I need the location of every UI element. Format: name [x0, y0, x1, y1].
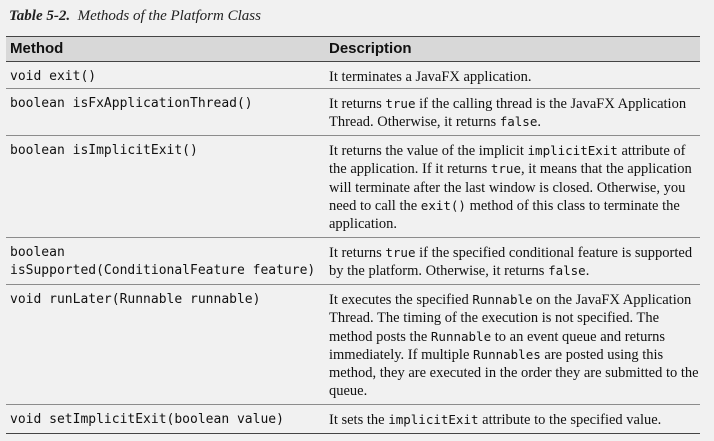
description-text: . [585, 263, 590, 280]
table-header: Method Description [6, 36, 700, 62]
description-text: attribute to the specified value. [478, 412, 662, 428]
header-description: Description [329, 40, 412, 57]
description-text: if the specified conditional feature is … [329, 245, 693, 280]
method-signature: void exit() [10, 68, 315, 86]
method-signature-line: void exit() [10, 69, 97, 84]
description-text: It terminates a JavaFX application. [329, 69, 532, 85]
table-row: boolean isSupported(ConditionalFeature fe… [6, 238, 700, 285]
table-row: boolean isFxApplicationThread() It retur… [6, 89, 700, 136]
description-text: . [537, 114, 541, 131]
table-row: boolean isImplicitExit() It returns the … [6, 136, 700, 238]
description-text: on the JavaFX Application Thread. The ti… [329, 292, 692, 345]
method-signature: boolean isSupported(ConditionalFeature fe… [10, 244, 315, 280]
method-description: It sets the implicitExit attribute to th… [329, 411, 699, 429]
description-text: It returns [329, 96, 386, 112]
inline-code: Runnables [473, 346, 541, 362]
method-signature-line: boolean [10, 245, 65, 260]
method-signature-line: boolean isImplicitExit() [10, 143, 198, 158]
method-signature-line: void runLater(Runnable runnable) [10, 292, 261, 307]
inline-code: true [385, 245, 416, 260]
method-description: It returns the value of the implicit imp… [329, 142, 699, 233]
method-description: It returns true if the calling thread is… [329, 95, 699, 132]
inline-code: implicitExit [527, 143, 618, 158]
method-signature-line: isSupported(ConditionalFeature feature) [10, 263, 316, 278]
inline-code: true [385, 96, 416, 111]
table-row: void setImplicitExit(boolean value) It s… [6, 405, 700, 434]
description-text: are posted using this method, they are e… [329, 346, 699, 400]
inline-code: implicitExit [388, 412, 479, 427]
table-caption-title: Methods of the Platform Class [77, 8, 261, 24]
inline-code: false [548, 263, 586, 279]
description-text: It executes the specified [329, 292, 473, 308]
methods-table: Method Description void exit() It termin… [6, 36, 700, 434]
description-text: It returns the value of the implicit [329, 143, 528, 159]
inline-code: false [499, 114, 538, 130]
description-text: attribute of the application. If it retu… [329, 143, 686, 178]
description-text: It sets the [329, 412, 389, 428]
method-signature: void setImplicitExit(boolean value) [10, 411, 315, 429]
description-text: method of this class to terminate the ap… [329, 197, 680, 233]
description-text: It returns [329, 245, 386, 261]
method-signature: boolean isImplicitExit() [10, 142, 315, 160]
method-signature: void runLater(Runnable runnable) [10, 291, 315, 309]
description-text: if the calling thread is the JavaFX Appl… [329, 96, 687, 131]
method-description: It returns true if the specified conditi… [329, 244, 699, 281]
table-caption: Table 5-2. Methods of the Platform Class [9, 8, 261, 25]
inline-code: true [490, 161, 521, 177]
inline-code: Runnable [430, 328, 492, 344]
method-description: It terminates a JavaFX application. [329, 68, 699, 86]
header-method: Method [10, 40, 64, 57]
inline-code: Runnable [472, 292, 533, 307]
description-text: to an event queue and returns immediatel… [329, 328, 666, 363]
method-description: It executes the specified Runnable on th… [329, 291, 699, 401]
inline-code: exit() [420, 197, 466, 213]
method-signature-line: void setImplicitExit(boolean value) [10, 412, 284, 427]
table-row: void exit() It terminates a JavaFX appli… [6, 62, 700, 89]
method-signature-line: boolean isFxApplicationThread() [10, 96, 253, 111]
table-caption-label: Table 5-2. [9, 8, 71, 24]
description-text: , it means that the application will ter… [329, 161, 692, 214]
table-row: void runLater(Runnable runnable) It exec… [6, 285, 700, 405]
method-signature: boolean isFxApplicationThread() [10, 95, 315, 113]
